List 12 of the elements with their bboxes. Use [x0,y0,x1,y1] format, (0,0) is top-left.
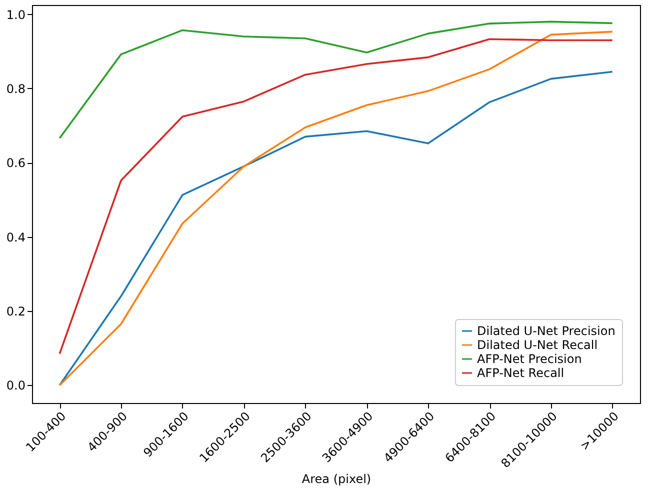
y-tick-label: 0.8 [6,82,26,96]
y-tick-label: 0.2 [6,304,26,319]
legend-label: AFP-Net Precision [477,352,582,366]
y-tick-label: 0.6 [6,156,26,170]
y-tick-label: 0.0 [6,378,26,393]
y-tick-label: 1.0 [6,8,26,22]
legend-label: Dilated U-Net Precision [477,324,616,338]
legend-label: Dilated U-Net Recall [477,338,598,352]
y-tick-label: 0.4 [6,230,26,244]
legend-label: AFP-Net Recall [477,366,564,380]
line-series [58,20,614,140]
x-axis-title: Area (pixel) [302,472,372,486]
